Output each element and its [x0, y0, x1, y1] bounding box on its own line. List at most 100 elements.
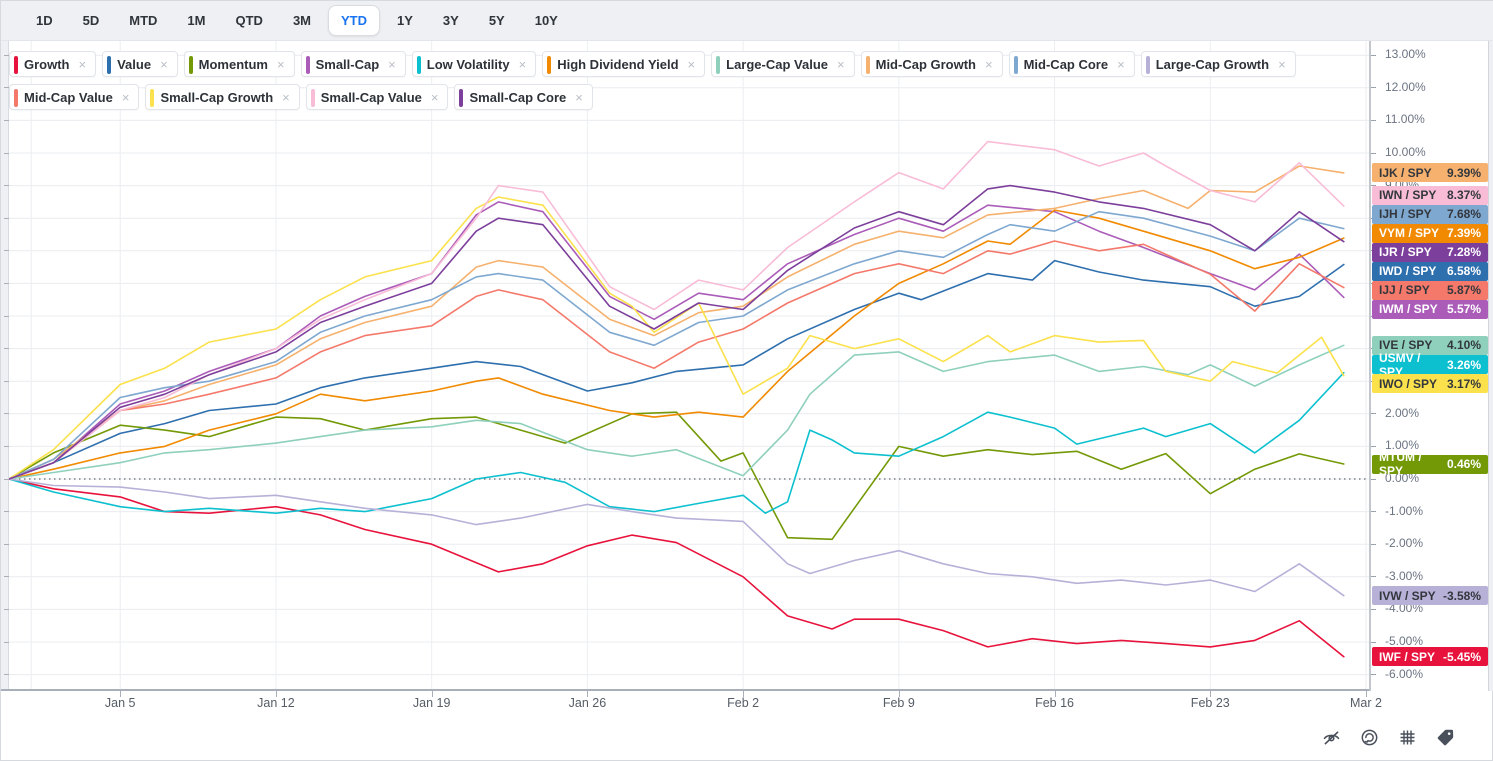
x-axis-label: Feb 16 [1035, 696, 1075, 710]
series-line-small-cap [8, 201, 1345, 480]
badge-last-value: -5.45% [1442, 649, 1481, 664]
x-axis-tick [275, 691, 277, 697]
legend-chip-mid-cap-value[interactable]: Mid-Cap Value × [9, 84, 140, 110]
legend-chip-small-cap[interactable]: Small-Cap × [300, 51, 406, 77]
chip-close-icon[interactable]: × [1117, 56, 1125, 72]
chip-close-icon[interactable]: × [837, 56, 845, 72]
x-axis-label: Jan 19 [412, 696, 451, 710]
tag-icon[interactable] [1435, 727, 1456, 748]
last-value-badge-iwn: IWN / SPY 8.37% [1372, 185, 1488, 205]
y-axis-tick [1371, 445, 1376, 447]
range-button-3y[interactable]: 3Y [430, 5, 472, 36]
legend-chip-high-dividend-yield[interactable]: High Dividend Yield × [542, 51, 706, 77]
radar-icon[interactable] [1359, 727, 1380, 748]
left-axis-tick [4, 413, 9, 415]
chip-close-icon[interactable]: × [160, 56, 168, 72]
chart-plot-area[interactable] [1, 41, 1369, 691]
range-button-1d[interactable]: 1D [23, 5, 66, 36]
last-value-badge-iwm: IWM / SPY 5.57% [1372, 299, 1488, 319]
y-axis-tick [1371, 543, 1376, 545]
series-color-bar [310, 89, 315, 107]
range-button-5d[interactable]: 5D [70, 5, 113, 36]
left-axis-gutter [1, 41, 9, 691]
chip-close-icon[interactable]: × [78, 56, 87, 72]
y-axis-tick [1371, 576, 1376, 578]
chip-close-icon[interactable]: × [282, 89, 290, 105]
range-button-10y[interactable]: 10Y [522, 5, 571, 36]
legend-chip-label: Low Volatility [426, 56, 510, 72]
chip-close-icon[interactable]: × [687, 56, 696, 72]
series-line-low-volatility [8, 371, 1345, 515]
range-button-1m[interactable]: 1M [174, 5, 218, 36]
y-axis-label: -3.00% [1385, 568, 1424, 583]
series-line-value [8, 259, 1345, 480]
chart-footer-toolbar [1304, 727, 1456, 748]
chip-close-icon[interactable]: × [1278, 56, 1286, 72]
legend-chip-large-cap-growth[interactable]: Large-Cap Growth × [1140, 51, 1296, 77]
legend-chip-small-cap-core[interactable]: Small-Cap Core × [454, 84, 593, 110]
left-axis-tick [4, 54, 9, 56]
legend-chip-row: Mid-Cap Value × Small-Cap Growth × Small-Cap… [9, 84, 1249, 110]
chip-close-icon[interactable]: × [518, 56, 527, 72]
legend-chip-label: Value [117, 56, 152, 72]
badge-ticker-pair: IWN / SPY [1379, 188, 1437, 202]
y-axis-label: 10.00% [1385, 145, 1426, 159]
y-axis-tick [1371, 119, 1376, 121]
legend-chip-label: Mid-Cap Growth [875, 56, 976, 72]
legend-chip-low-volatility[interactable]: Low Volatility × [411, 51, 537, 77]
range-button-1y[interactable]: 1Y [384, 5, 426, 36]
x-axis-label: Jan 12 [257, 696, 295, 710]
series-color-bar [14, 56, 18, 74]
x-axis-label: Feb 23 [1190, 696, 1230, 710]
chip-close-icon[interactable]: × [985, 56, 993, 72]
eye-off-icon[interactable] [1321, 727, 1342, 748]
chip-close-icon[interactable]: × [388, 56, 396, 72]
range-button-3m[interactable]: 3M [280, 5, 324, 36]
last-value-badge-vym: VYM / SPY 7.39% [1372, 223, 1488, 243]
chip-close-icon[interactable]: × [575, 89, 583, 105]
left-axis-tick [4, 348, 9, 350]
chip-close-icon[interactable]: × [277, 56, 285, 72]
x-axis-tick [120, 691, 122, 697]
badge-last-value: 7.39% [1446, 226, 1481, 240]
chip-close-icon[interactable]: × [121, 89, 130, 105]
badge-ticker-pair: VYM / SPY [1379, 226, 1440, 240]
chip-close-icon[interactable]: × [430, 89, 439, 105]
y-axis-label: 1.00% [1385, 438, 1420, 453]
legend-chip-label: Large-Cap Growth [1155, 56, 1270, 72]
legend-chip-momentum[interactable]: Momentum × [183, 51, 295, 77]
scrollbar-track[interactable] [1488, 41, 1493, 691]
legend-chip-growth[interactable]: Growth × [9, 51, 97, 77]
left-axis-tick [4, 185, 9, 187]
grid-icon[interactable] [1397, 727, 1418, 748]
series-line-high-dividend-yield [8, 209, 1345, 480]
range-button-ytd[interactable]: YTD [328, 5, 380, 36]
badge-last-value: 7.68% [1446, 207, 1481, 221]
series-color-bar [1145, 56, 1150, 74]
legend-chip-mid-cap-growth[interactable]: Mid-Cap Growth × [860, 51, 1003, 77]
x-axis-tick [898, 691, 900, 697]
series-color-bar [865, 56, 870, 74]
series-color-bar [305, 56, 310, 74]
series-color-bar [416, 56, 421, 74]
legend-chip-large-cap-value[interactable]: Large-Cap Value × [711, 51, 855, 77]
series-line-small-cap-core [8, 184, 1345, 480]
left-axis-tick [4, 478, 9, 480]
range-button-qtd[interactable]: QTD [222, 5, 275, 36]
y-axis-label: -5.00% [1385, 634, 1424, 648]
series-line-growth [8, 478, 1345, 658]
range-button-mtd[interactable]: MTD [116, 5, 170, 36]
price-chart-canvas[interactable] [1, 41, 1369, 691]
x-axis-label: Feb 2 [727, 696, 760, 710]
badge-last-value: 5.87% [1446, 283, 1481, 297]
series-line-mid-cap-core [8, 210, 1345, 480]
legend-chip-value[interactable]: Value × [102, 51, 178, 77]
legend-chip-small-cap-value[interactable]: Small-Cap Value × [305, 84, 449, 110]
legend-chip-small-cap-growth[interactable]: Small-Cap Growth × [145, 84, 300, 110]
last-value-badge-iwd: IWD / SPY 6.58% [1372, 261, 1488, 281]
x-axis-label: Feb 9 [882, 696, 915, 710]
legend-chip-mid-cap-core[interactable]: Mid-Cap Core × [1008, 51, 1135, 77]
range-button-5y[interactable]: 5Y [476, 5, 518, 36]
x-axis-line [1, 689, 1489, 691]
left-axis-tick [4, 152, 9, 154]
